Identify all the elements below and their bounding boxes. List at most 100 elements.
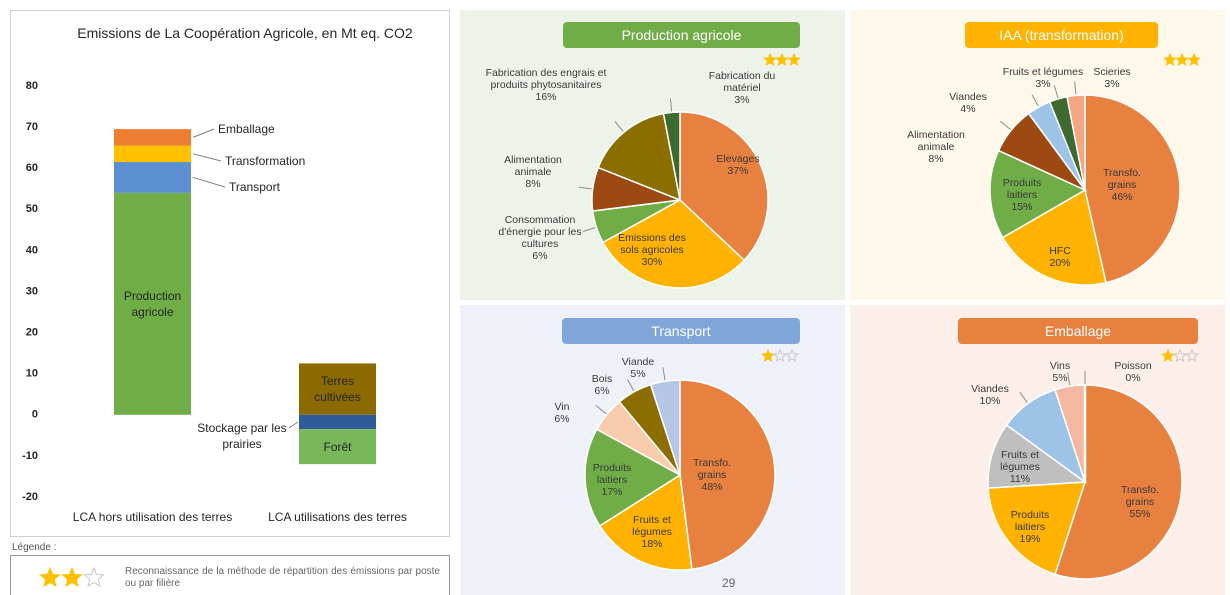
pie-label-value: 3% — [1035, 78, 1051, 90]
page-number: 29 — [722, 576, 736, 590]
pie-label-name: Fruits et légumes — [632, 514, 672, 538]
y-tick-label: 0 — [32, 409, 38, 421]
pie-label: HFC 20% — [1035, 245, 1085, 269]
bar-segment — [114, 162, 191, 193]
pie-label-value: 0% — [1125, 372, 1141, 384]
y-tick-label: 30 — [26, 285, 38, 297]
pie-slice — [989, 149, 1087, 239]
pie-label-name: Fabrication du matériel — [708, 70, 776, 94]
pie-label-value: 4% — [960, 103, 976, 115]
pie-label: Consommation d'énergie pour les cultures… — [485, 214, 595, 262]
pie-label-value: 19% — [1019, 533, 1041, 545]
pie-label: Transfo. grains 46% — [1092, 167, 1152, 203]
series-label: Production agricole — [123, 288, 182, 319]
pie-label-value: 5% — [630, 368, 646, 380]
pie-label-name: Vin — [554, 401, 570, 413]
pie-slice — [649, 379, 681, 476]
leader-line — [662, 367, 666, 381]
pie-label-name: HFC — [1049, 245, 1071, 257]
legend-text: Reconnaissance de la méthode de répartit… — [125, 566, 440, 589]
leader-line — [1031, 94, 1039, 107]
rating-star — [1187, 52, 1201, 66]
pie-slice — [662, 111, 681, 201]
bar-segment — [299, 363, 376, 415]
legend-title: Légende : — [12, 542, 57, 553]
leader-line — [288, 421, 299, 429]
pie-label-name: Vins — [1049, 360, 1071, 372]
pie-label-name: Fabrication des engrais et produits phyt… — [485, 67, 607, 91]
pie-label-name: Fruits et légumes — [1002, 66, 1084, 78]
pie-title: Transport — [562, 318, 800, 344]
pie-label: Fabrication du matériel 3% — [692, 70, 792, 106]
bar-segment — [114, 145, 191, 163]
pie-label: Alimentation animale 8% — [493, 154, 573, 190]
rating-star — [761, 348, 775, 362]
pie-label: Elevages 37% — [708, 153, 768, 177]
y-tick-label: -10 — [22, 450, 38, 462]
pie-label: Produits laitiers 15% — [992, 177, 1052, 213]
pie-label-name: Alimentation animale — [907, 129, 965, 153]
y-tick-label: 50 — [26, 203, 38, 215]
pie-slice — [584, 428, 682, 527]
pie-title: IAA (transformation) — [965, 22, 1158, 48]
pie-label-value: 11% — [1009, 473, 1031, 485]
leader-line — [595, 405, 607, 415]
pie-label-value: 37% — [727, 165, 749, 177]
pie-label-value: 20% — [1049, 257, 1071, 269]
series-label: Stockage par les prairies — [197, 421, 287, 451]
pie-label-value: 15% — [1011, 201, 1033, 213]
x-tick-label: LCA utilisations des terres — [268, 510, 407, 524]
pie-label: Produits laitiers 17% — [582, 462, 642, 498]
rating-star — [787, 52, 801, 66]
pie-label-value: 5% — [1052, 372, 1068, 384]
pie-slice — [1084, 94, 1181, 284]
y-tick-label: -20 — [22, 491, 38, 503]
rating-star — [763, 52, 777, 66]
rating-star — [1175, 52, 1189, 66]
bar-panel — [10, 10, 450, 537]
bar-segment — [299, 414, 376, 430]
pie-label-name: Transfo. grains — [1102, 167, 1142, 191]
pie-title: Emballage — [958, 318, 1198, 344]
pie-label-value: 6% — [554, 413, 570, 425]
pie-label-name: Elevages — [716, 153, 760, 165]
rating-star — [785, 348, 799, 362]
pie-label: Fruits et légumes 11% — [990, 449, 1050, 485]
pie-label: Alimentation animale 8% — [891, 129, 981, 165]
rating-star — [61, 566, 83, 588]
leader-line — [1019, 391, 1028, 404]
pie-label-name: Fruits et légumes — [1000, 449, 1040, 473]
pie-label-name: Consommation d'énergie pour les cultures — [498, 214, 582, 250]
pie-slice — [601, 199, 746, 289]
leader-line — [1053, 85, 1059, 99]
rating-star — [1185, 348, 1199, 362]
leader-line — [582, 227, 596, 232]
series-label: Emballage — [218, 122, 275, 136]
leader-line — [192, 128, 215, 138]
pie-label: Vins 5% — [1040, 360, 1080, 384]
pie-slice — [598, 473, 693, 571]
pie-label-value: 6% — [532, 250, 548, 262]
pie-label-value: 10% — [979, 395, 1001, 407]
pie-label: Fruits et légumes 18% — [622, 514, 682, 550]
pie-label-value: 17% — [601, 486, 623, 498]
pie-label-name: Viande — [621, 356, 655, 368]
pie-label: Fruits et légumes 3% — [998, 66, 1088, 90]
leader-line — [614, 121, 624, 132]
rating-star — [773, 348, 787, 362]
series-label: Terres cultivées — [314, 374, 361, 405]
pie-label-value: 3% — [734, 94, 750, 106]
y-tick-label: 20 — [26, 327, 38, 339]
pie-label-value: 8% — [928, 153, 944, 165]
y-tick-label: 80 — [26, 80, 38, 92]
bar-segment — [114, 192, 191, 415]
pie-slice — [1054, 384, 1183, 580]
rating-star — [1173, 348, 1187, 362]
chart-title: Emissions de La Coopération Agricole, en… — [77, 25, 413, 41]
bar-segment — [114, 129, 191, 146]
pie-label-value: 30% — [641, 256, 663, 268]
rating-star — [775, 52, 789, 66]
pie-label: Viandes 10% — [960, 383, 1020, 407]
pie-label-name: Poisson — [1114, 360, 1152, 372]
